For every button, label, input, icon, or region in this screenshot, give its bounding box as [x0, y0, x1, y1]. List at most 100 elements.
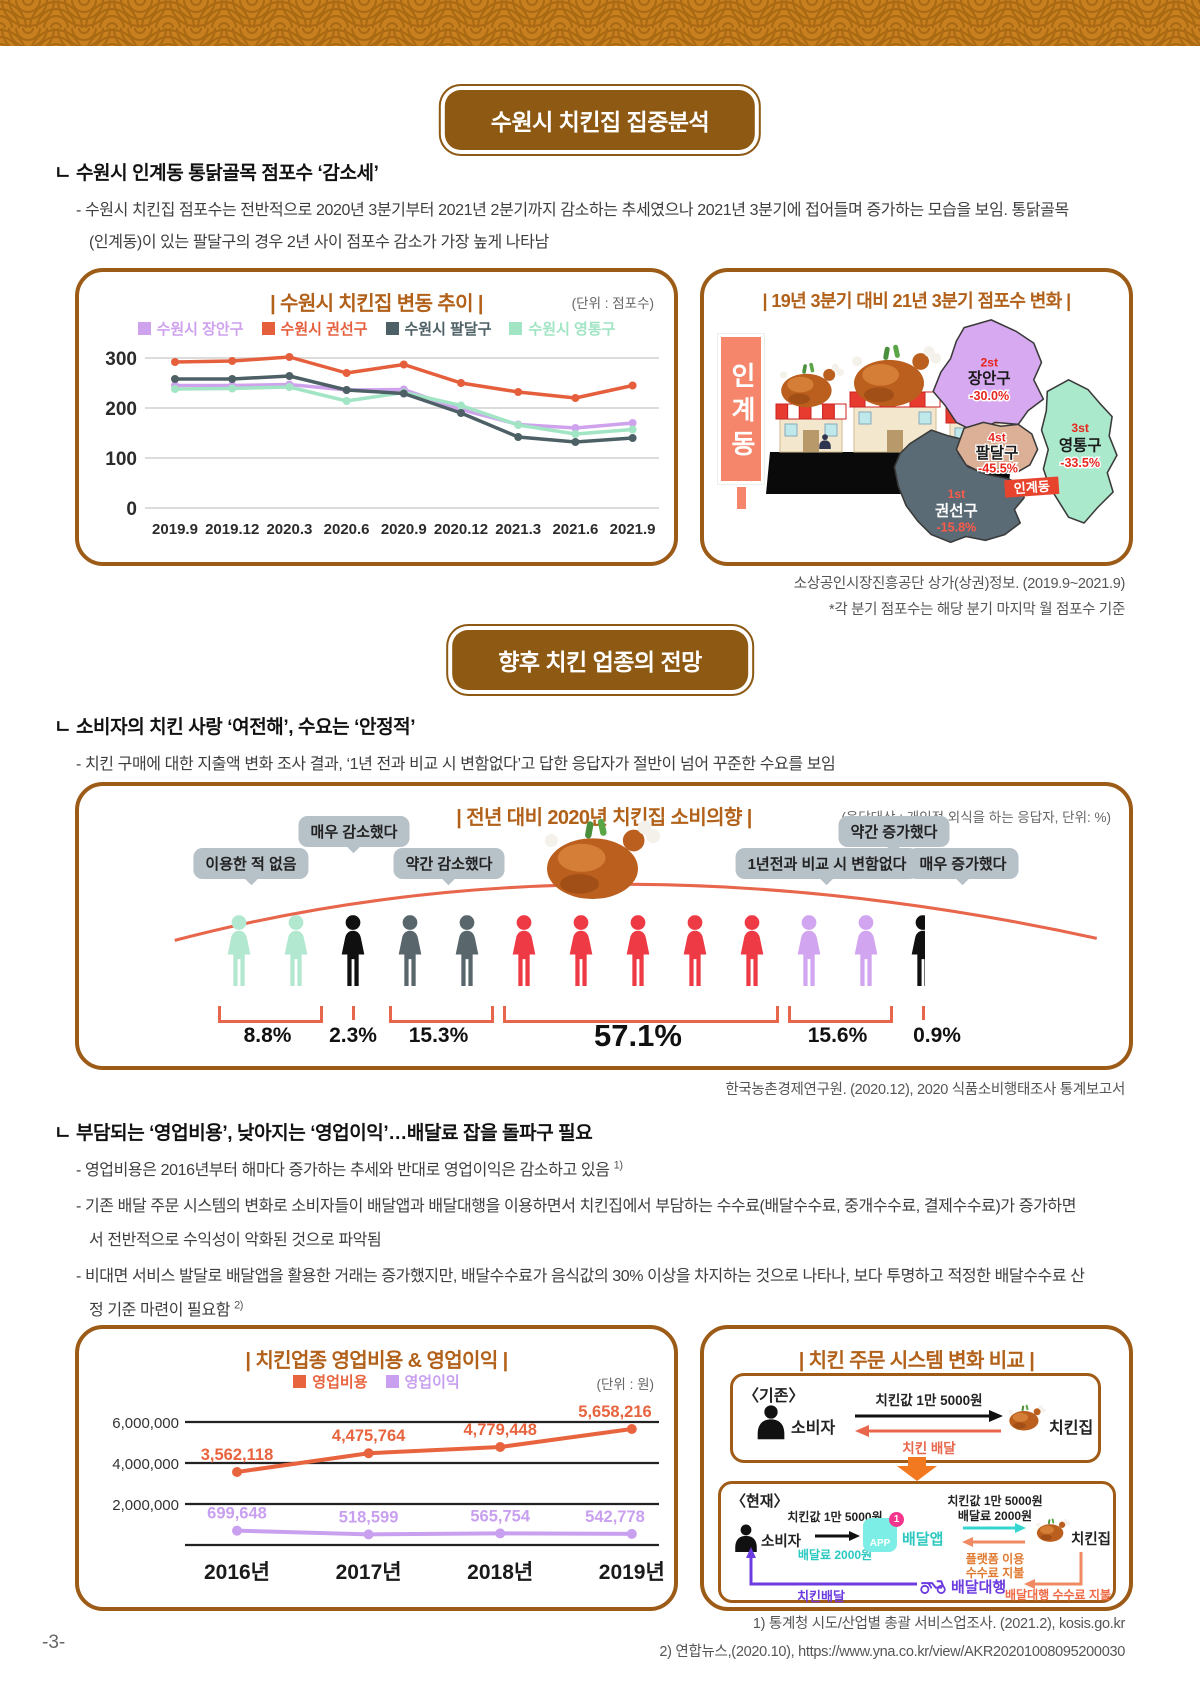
person-icon [393, 914, 427, 990]
name-jangan: 장안구 [968, 370, 1011, 388]
svg-text:2019.12: 2019.12 [205, 521, 259, 538]
svg-text:4,779,448: 4,779,448 [463, 1421, 536, 1439]
transition-arrow-icon [896, 1457, 937, 1486]
section2-bullet: - 치킨 구매에 대한 지출액 변화 조사 결과, ‘1년 전과 비교 시 변함… [76, 756, 836, 773]
name-paldal: 팔달구 [976, 443, 1019, 462]
trend-line-chart: 300 200 100 0 2019.9 2019.12 2020.3 2020.6 2020.… [105, 349, 659, 538]
section3-heading: ㄴ 부담되는 ‘영업비용’, 낮아지는 ‘영업이익’…배달료 잡을 돌파구 필요 [54, 1123, 593, 1144]
app-icon-text: APP [869, 1538, 891, 1549]
change-jangan: -30.0% [969, 389, 1009, 403]
bubble-much-increased: 매우 증가했다 [907, 848, 1019, 879]
new-app-label: 배달앱 [902, 1531, 944, 1548]
change-paldal: -45.5% [978, 462, 1018, 476]
group-bracket [503, 1006, 779, 1023]
name-gwonseon: 권선구 [935, 501, 978, 520]
svg-text:4,475,764: 4,475,764 [332, 1427, 406, 1445]
svg-text:4,000,000: 4,000,000 [112, 1456, 179, 1473]
old-pay-label: 치킨값 1만 5000원 [875, 1393, 983, 1408]
ingyedong-sign: 인계동 [718, 334, 764, 484]
section-badge-outlook: 향후 치킨 업종의 전망 [452, 630, 748, 690]
svg-text:0: 0 [126, 499, 137, 520]
new-pay2a-label: 치킨값 1만 5000원 [947, 1494, 1043, 1508]
new-pay1-label: 치킨값 1만 5000원 [787, 1510, 883, 1524]
section3-bullet2-line1: - 기존 배달 주문 시스템의 변화로 소비자들이 배달앱과 배달대행을 이용하… [76, 1198, 1077, 1215]
group-percentage: 15.3% [408, 1024, 469, 1047]
legend-item: 수원시 장안구 [137, 318, 244, 339]
legend-label: 영업비용 [312, 1374, 368, 1391]
badge-text: 수원시 치킨집 집중분석 [490, 109, 710, 135]
group-bracket [389, 1006, 494, 1023]
person-icon [564, 914, 598, 990]
section3-bullet3-line1: - 비대면 서비스 발달로 배달앱을 활용한 거래는 증가했지만, 배달수수료가… [76, 1268, 1085, 1285]
svg-text:6,000,000: 6,000,000 [112, 1415, 179, 1432]
section1-bullet-line2: (인계동)이 있는 팔달구의 경우 2년 사이 점포수 감소가 가장 높게 나타… [89, 234, 549, 251]
cost-chart-panel: | 치킨업종 영업비용 & 영업이익 | (단위 : 원) 영업비용 영업이익 … [75, 1325, 678, 1611]
group-bracket [788, 1006, 893, 1023]
ingyedong-tag-label: 인계동 [1013, 479, 1050, 496]
rank-paldal: 4st [988, 431, 1005, 445]
footnote-1: 1) 통계청 시도/산업별 총괄 서비스업조사. (2021.2), kosis… [752, 1616, 1125, 1632]
group-percentage: 57.1% [594, 1018, 682, 1053]
agency-label: 배달대행 [951, 1579, 1007, 1596]
section3-bullet1: - 영업비용은 2016년부터 해마다 증가하는 추세와 반대로 영업이익은 감… [76, 1156, 623, 1180]
district-paldal [955, 421, 1039, 474]
cost-chart-legend: 영업비용 영업이익 [79, 1371, 674, 1392]
svg-text:2019년: 2019년 [599, 1561, 665, 1584]
change-gwonseon: -15.8% [936, 521, 976, 535]
badge-text: 향후 치킨 업종의 전망 [498, 649, 702, 675]
trend-chart-legend: 수원시 장안구 수원시 권선구 수원시 팔달구 수원시 영통구 [79, 318, 674, 339]
person-icon [849, 914, 883, 990]
survey-panel: | 전년 대비 2020년 치킨집 소비의향 | (응답대상 : 개인적 외식을… [75, 782, 1133, 1070]
svg-text:2017년: 2017년 [336, 1561, 402, 1584]
legend-swatch [293, 1375, 307, 1388]
legend-swatch [137, 322, 151, 335]
source-line-2: *각 분기 점포수는 해당 분기 마지막 월 점포수 기준 [829, 602, 1125, 618]
footnote-ref-2: 2) [234, 1299, 244, 1312]
legend-item: 수원시 팔달구 [385, 318, 492, 339]
wave-pattern-icon [0, 0, 1200, 46]
legend-swatch [385, 322, 399, 335]
new-pay2b-label: 배달료 2000원 [957, 1509, 1033, 1523]
footnote-2: 2) 연합뉴스,(2020.10), https://www.yna.co.kr… [659, 1644, 1125, 1660]
chicken-delivery-label: 치킨배달 [797, 1589, 845, 1604]
rank-yeongtong: 3st [1071, 421, 1088, 435]
map-panel: | 19년 3분기 대비 21년 3분기 점포수 변화 | 인계동 2st 장안… [700, 268, 1133, 566]
svg-text:2021.6: 2021.6 [552, 521, 598, 538]
group-bracket [218, 1006, 323, 1023]
legend-label: 수원시 장안구 [156, 321, 244, 338]
section3-bullet3-line2: 정 기준 마련이 필요함 2) [89, 1296, 243, 1320]
group-percentage: 15.6% [807, 1024, 868, 1047]
group-percentage: 0.9% [913, 1024, 961, 1047]
svg-text:200: 200 [105, 399, 137, 420]
section1-bullet-line1: - 수원시 치킨집 점포수는 전반적으로 2020년 3분기부터 2021년 2… [76, 202, 1069, 219]
decorative-banner [0, 0, 1200, 46]
legend-label: 수원시 팔달구 [404, 321, 492, 338]
person-icon [735, 914, 769, 990]
svg-text:3,562,118: 3,562,118 [201, 1446, 274, 1464]
new-arrows [746, 1523, 1083, 1589]
motorcycle-icon [919, 1574, 947, 1594]
system-panel-title: | 치킨 주문 시스템 변화 비교 | [798, 1350, 1035, 1372]
old-delivery-label: 치킨 배달 [902, 1441, 956, 1456]
old-label: 〈기존〉 [743, 1388, 805, 1405]
sign-pole [737, 487, 746, 509]
svg-text:699,648: 699,648 [207, 1505, 267, 1523]
person-icon [678, 914, 712, 990]
legend-swatch [509, 322, 523, 335]
cost-chart-unit: (단위 : 원) [596, 1377, 654, 1392]
order-system-panel: | 치킨 주문 시스템 변화 비교 | 〈기존〉 소비자 치킨집 치킨값 1만 … [700, 1325, 1133, 1611]
trend-chart-unit: (단위 : 점포수) [571, 296, 654, 311]
map-panel-title: | 19년 3분기 대비 21년 3분기 점포수 변화 | [762, 291, 1071, 311]
legend-swatch [385, 1375, 399, 1388]
footnote-ref-1: 1) [613, 1159, 623, 1172]
roast-chicken-icon [534, 810, 664, 910]
svg-text:542,778: 542,778 [585, 1508, 645, 1526]
legend-swatch [261, 322, 275, 335]
section-badge-analysis: 수원시 치킨집 집중분석 [444, 90, 756, 150]
svg-text:100: 100 [105, 449, 137, 470]
svg-text:2020.3: 2020.3 [266, 521, 312, 538]
platform-fee-label-1: 플랫폼 이용 [965, 1552, 1025, 1566]
old-arrows [855, 1410, 1003, 1437]
person-icon [336, 914, 370, 990]
person-icon [621, 914, 655, 990]
